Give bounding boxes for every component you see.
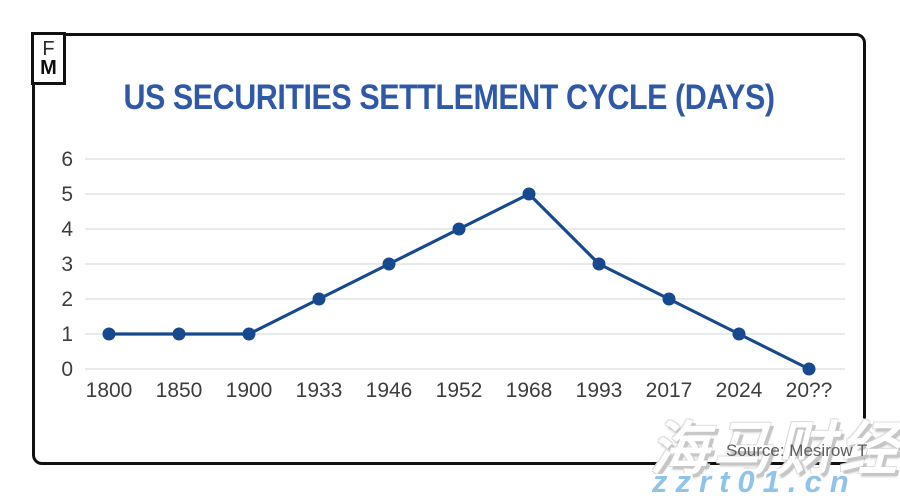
x-axis-tick-label: 1933	[296, 379, 343, 402]
watermark-url: zzrt01.cn	[652, 464, 857, 499]
y-axis-tick-label: 3	[61, 253, 73, 276]
data-point	[312, 292, 326, 306]
data-point	[592, 257, 606, 271]
x-axis-tick-label: 20??	[786, 379, 833, 402]
x-axis-tick-label: 1800	[86, 379, 133, 402]
x-axis-tick-label: 1946	[366, 379, 413, 402]
x-axis-tick-label: 1968	[506, 379, 553, 402]
data-point	[452, 222, 466, 236]
x-axis-tick-label: 1993	[576, 379, 623, 402]
card-frame	[32, 33, 866, 465]
y-axis-tick-label: 6	[61, 148, 73, 171]
data-point	[732, 327, 746, 341]
data-point	[522, 187, 536, 201]
settlement-cycle-chart: 0 1 2 3 4 5 6 1800 1850 1900 1933 1946 1952 1968 1993 2…	[61, 148, 845, 402]
x-axis-tick-label: 2024	[716, 379, 763, 402]
watermark-brand: 海马财经	[650, 417, 900, 482]
logo-letter-m: M	[40, 56, 57, 79]
chart-title: US SECURITIES SETTLEMENT CYCLE (DAYS)	[123, 78, 775, 117]
y-axis-tick-label: 2	[61, 288, 73, 311]
source-label: Source: Mesirow T	[726, 441, 868, 460]
y-axis-tick-label: 5	[61, 183, 73, 206]
data-point	[172, 327, 186, 341]
y-axis-tick-label: 0	[61, 358, 73, 381]
logo-letter-f: F	[42, 37, 55, 60]
x-axis-tick-label: 2017	[646, 379, 693, 402]
x-axis-tick-label: 1952	[436, 379, 483, 402]
y-axis-tick-label: 4	[61, 218, 73, 241]
fm-logo: F M	[31, 32, 66, 85]
data-point	[242, 327, 256, 341]
data-point	[802, 362, 816, 376]
data-point	[382, 257, 396, 271]
data-point	[662, 292, 676, 306]
x-axis-tick-label: 1850	[156, 379, 203, 402]
data-point	[102, 327, 116, 341]
x-axis-tick-label: 1900	[226, 379, 273, 402]
y-axis-tick-label: 1	[61, 323, 73, 346]
